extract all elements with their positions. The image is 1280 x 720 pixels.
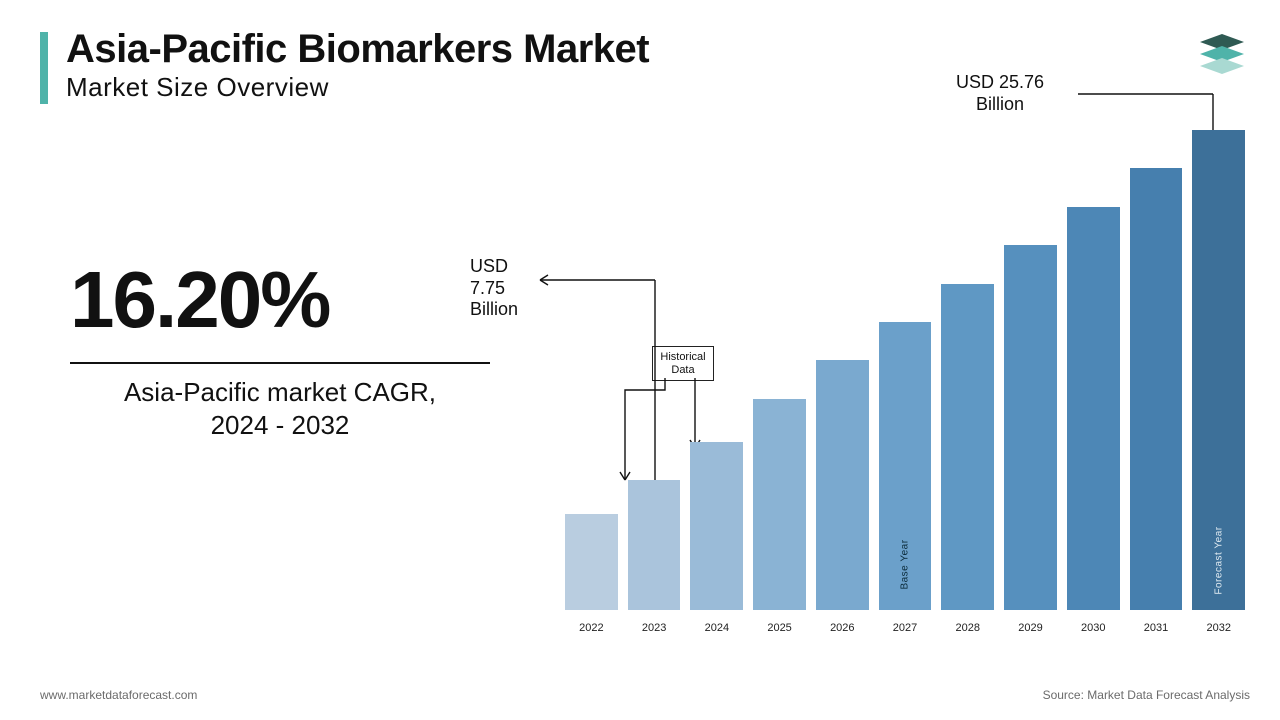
bar-chart: Base Year Forecast Year 2022 2023 2024 2025 2… <box>565 80 1245 640</box>
divider <box>70 362 490 364</box>
x-axis-label: 2032 <box>1192 622 1245 634</box>
x-axis-label: 2031 <box>1130 622 1183 634</box>
bar <box>753 399 806 610</box>
x-axis-label: 2024 <box>690 622 743 634</box>
cagr-label: Asia-Pacific market CAGR, 2024 - 2032 <box>70 376 490 441</box>
bar-wrap: Base Year <box>879 322 932 610</box>
x-axis-label: 2023 <box>628 622 681 634</box>
bar-wrap <box>1004 245 1057 610</box>
footer-source: Source: Market Data Forecast Analysis <box>1043 688 1250 702</box>
x-axis-label: 2029 <box>1004 622 1057 634</box>
x-axis-label: 2022 <box>565 622 618 634</box>
accent-bar <box>40 32 48 104</box>
bar <box>628 480 681 610</box>
bar: Forecast Year <box>1192 130 1245 610</box>
x-axis-label: 2030 <box>1067 622 1120 634</box>
bar-wrap <box>941 284 994 610</box>
x-axis-label: 2025 <box>753 622 806 634</box>
bar-wrap <box>690 442 743 610</box>
cagr-block: 16.20% Asia-Pacific market CAGR, 2024 - … <box>70 260 510 441</box>
bar-label-base-year: Base Year <box>900 539 911 589</box>
page-subtitle: Market Size Overview <box>66 72 649 103</box>
callout-start-line2: 7.75 <box>470 278 505 298</box>
callout-start-value: USD 7.75 Billion <box>470 256 540 321</box>
bar-wrap <box>816 360 869 610</box>
brand-logo <box>1190 20 1254 84</box>
bar-wrap <box>628 480 681 610</box>
bar <box>941 284 994 610</box>
title-block: Asia-Pacific Biomarkers Market Market Si… <box>66 28 649 103</box>
bar-label-forecast-year: Forecast Year <box>1213 526 1224 594</box>
bar <box>1067 207 1120 610</box>
callout-start-line3: Billion <box>470 299 518 319</box>
bar-wrap: Forecast Year <box>1192 130 1245 610</box>
footer-url: www.marketdataforecast.com <box>40 688 197 702</box>
cagr-label-line2: 2024 - 2032 <box>211 410 350 440</box>
bar <box>565 514 618 610</box>
callout-start-line1: USD <box>470 256 508 276</box>
page-title: Asia-Pacific Biomarkers Market <box>66 28 649 70</box>
x-axis-label: 2027 <box>879 622 932 634</box>
bar: Base Year <box>879 322 932 610</box>
x-axis-label: 2028 <box>941 622 994 634</box>
bar <box>1130 168 1183 610</box>
bar <box>690 442 743 610</box>
bar <box>816 360 869 610</box>
header: Asia-Pacific Biomarkers Market Market Si… <box>40 28 649 104</box>
bar-wrap <box>1067 207 1120 610</box>
x-axis-label: 2026 <box>816 622 869 634</box>
bar <box>1004 245 1057 610</box>
bar-wrap <box>565 514 618 610</box>
bar-wrap <box>1130 168 1183 610</box>
cagr-label-line1: Asia-Pacific market CAGR, <box>124 377 436 407</box>
bar-wrap <box>753 399 806 610</box>
cagr-value: 16.20% <box>70 260 510 340</box>
